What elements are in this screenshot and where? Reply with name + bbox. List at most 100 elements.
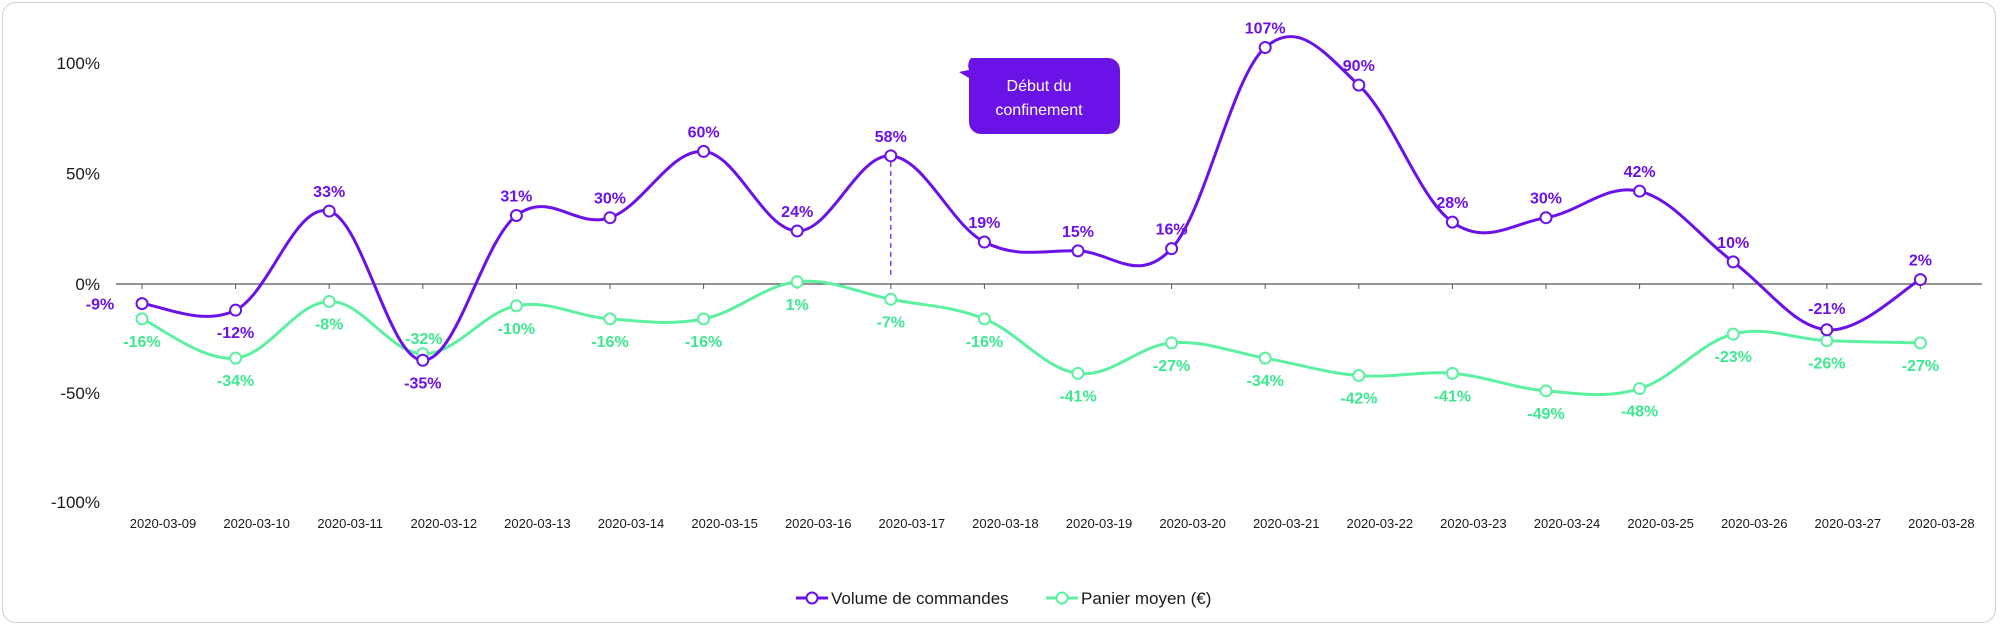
data-label: -7% [877, 314, 905, 331]
x-tick-label: 2020-03-11 [317, 516, 383, 531]
data-label: -12% [217, 325, 254, 342]
data-label: -42% [1340, 391, 1377, 408]
x-tick-label: 2020-03-12 [411, 516, 478, 531]
data-point [322, 294, 336, 308]
data-label: -27% [1153, 358, 1190, 375]
data-point [884, 292, 898, 306]
y-tick-label: 50% [66, 165, 100, 184]
x-tick-label: 2020-03-17 [879, 516, 946, 531]
data-label: -34% [1247, 373, 1284, 390]
data-point [509, 299, 523, 313]
data-point [322, 204, 336, 218]
y-tick-label: -100% [51, 493, 100, 512]
data-label: -32% [405, 331, 442, 348]
data-label: 30% [594, 191, 626, 208]
legend-marker-1 [1055, 591, 1069, 605]
x-tick-label: 2020-03-09 [130, 516, 197, 531]
data-point [1633, 382, 1647, 396]
data-label: 10% [1717, 235, 1749, 252]
data-point [135, 312, 149, 326]
data-point [1165, 242, 1179, 256]
data-point [509, 208, 523, 222]
data-point [1726, 255, 1740, 269]
data-label: -16% [685, 334, 722, 351]
x-tick-label: 2020-03-18 [972, 516, 1039, 531]
data-label: 90% [1343, 58, 1375, 75]
lockdown-annotation: Début du confinement [890, 58, 1120, 278]
data-label: -27% [1902, 358, 1939, 375]
data-point [229, 351, 243, 365]
data-point [1633, 184, 1647, 198]
data-point [977, 312, 991, 326]
series-points [135, 41, 1927, 398]
x-tick-label: 2020-03-26 [1721, 516, 1788, 531]
data-label: -21% [1808, 301, 1845, 318]
data-label: -34% [217, 373, 254, 390]
data-label: -49% [1527, 406, 1564, 423]
data-point [229, 303, 243, 317]
data-labels: -9% -12% 33% -35% 31% 30% 60% 24% 58% 19% 15% 16% 10… [86, 21, 1939, 423]
data-label: -23% [1715, 349, 1752, 366]
annotation-text-line1: Début du [1007, 78, 1072, 95]
annotation-text-line2: confinement [995, 102, 1083, 119]
data-label: 42% [1624, 164, 1656, 181]
x-tick-label: 2020-03-28 [1908, 516, 1975, 531]
data-label: 24% [781, 204, 813, 221]
data-point [1913, 273, 1927, 287]
legend-marker-0 [805, 591, 819, 605]
data-label: -10% [498, 321, 535, 338]
x-tick-label: 2020-03-24 [1534, 516, 1601, 531]
data-label: -9% [86, 297, 114, 314]
data-label: -35% [404, 375, 441, 392]
data-point [1445, 366, 1459, 380]
data-label: -16% [591, 334, 628, 351]
data-point [1820, 323, 1834, 337]
data-point [1258, 41, 1272, 55]
y-axis: 100% 50% 0% -50% -100% [51, 54, 100, 512]
y-tick-label: 100% [57, 54, 100, 73]
x-tick-label: 2020-03-15 [691, 516, 758, 531]
x-tick-label: 2020-03-16 [785, 516, 852, 531]
data-point [603, 312, 617, 326]
data-point [1820, 334, 1834, 348]
data-point [1071, 366, 1085, 380]
data-label: 16% [1156, 222, 1188, 239]
data-label: -41% [1434, 388, 1471, 405]
data-label: -41% [1059, 388, 1096, 405]
x-tick-label: 2020-03-14 [598, 516, 665, 531]
data-label: 19% [968, 215, 1000, 232]
data-point [1165, 336, 1179, 350]
data-label: 33% [313, 184, 345, 201]
data-point [416, 353, 430, 367]
data-point [1726, 327, 1740, 341]
data-label: -8% [315, 316, 343, 333]
x-tick-label: 2020-03-20 [1159, 516, 1226, 531]
data-label: 1% [786, 297, 809, 314]
legend-label-0: Volume de commandes [831, 589, 1009, 608]
data-point [697, 144, 711, 158]
x-tick-label: 2020-03-22 [1347, 516, 1414, 531]
data-point [977, 235, 991, 249]
data-point [1913, 336, 1927, 350]
data-label: -26% [1808, 356, 1845, 373]
data-point [790, 275, 804, 289]
x-tick-label: 2020-03-23 [1440, 516, 1507, 531]
data-point [135, 297, 149, 311]
data-label: 31% [500, 188, 532, 205]
data-label: 107% [1245, 21, 1286, 38]
data-point [1071, 244, 1085, 258]
data-label: -16% [123, 334, 160, 351]
data-label: 2% [1909, 253, 1932, 270]
data-point [790, 224, 804, 238]
x-tick-label: 2020-03-25 [1627, 516, 1694, 531]
data-label: 15% [1062, 224, 1094, 241]
data-label: 58% [875, 129, 907, 146]
data-point [603, 211, 617, 225]
data-point [1539, 211, 1553, 225]
data-point [1258, 351, 1272, 365]
x-tick-label: 2020-03-19 [1066, 516, 1133, 531]
annotation-callout-box [959, 58, 1120, 134]
data-label: -48% [1621, 404, 1658, 421]
y-tick-label: 0% [75, 275, 100, 294]
x-axis: 2020-03-09 2020-03-10 2020-03-11 2020-03-12… [116, 283, 1982, 531]
